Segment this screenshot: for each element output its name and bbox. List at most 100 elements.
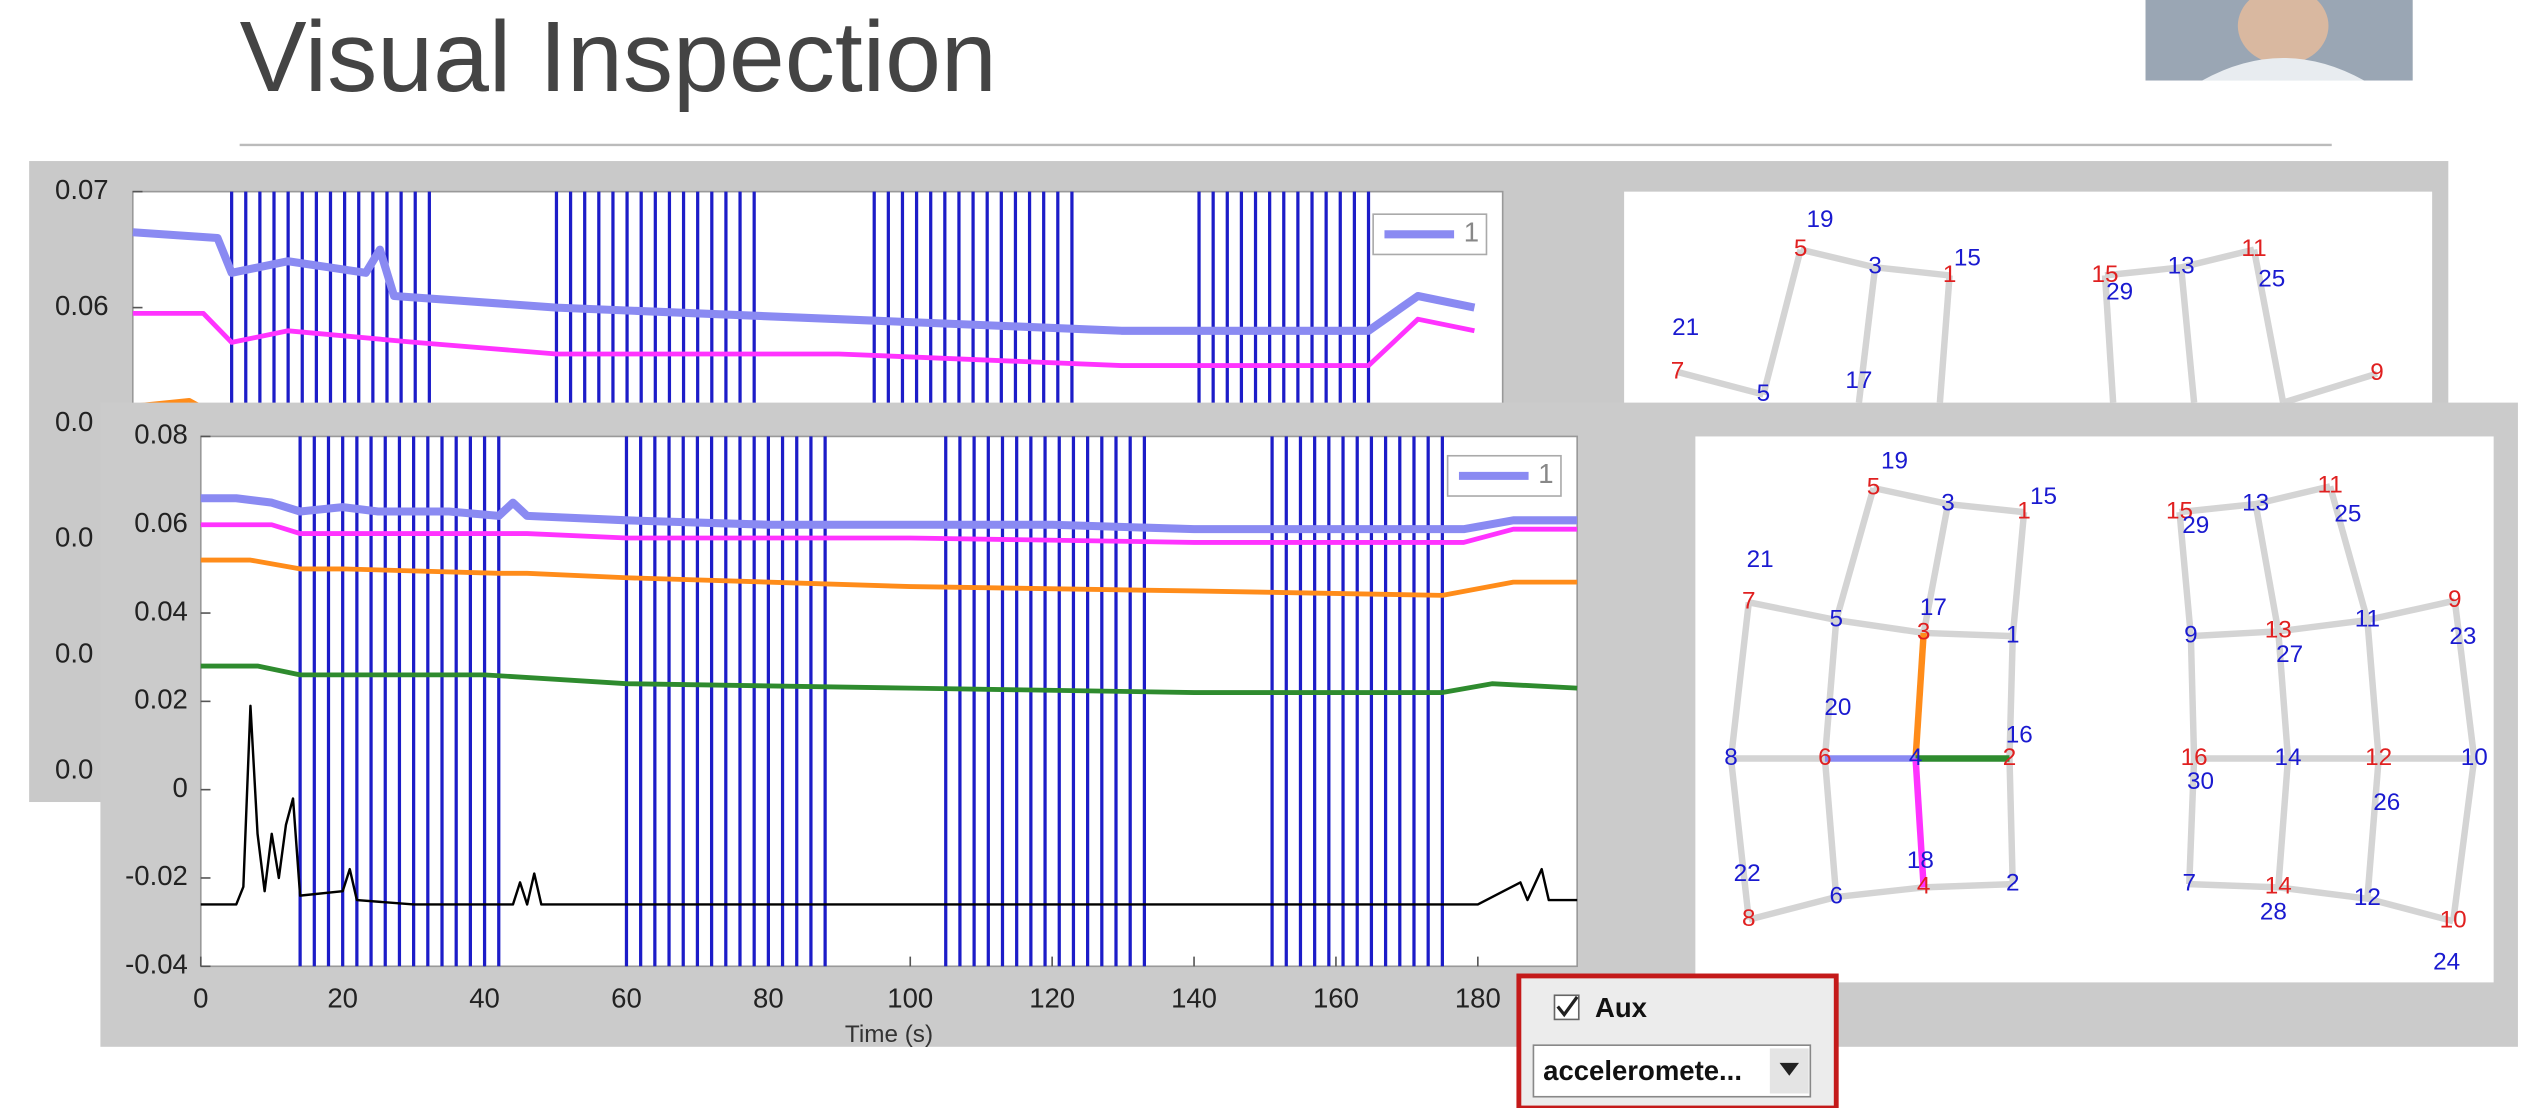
y-tick-label: 0.0 [55, 406, 93, 437]
sensor-label: 24 [2433, 948, 2460, 975]
map-edge [2176, 511, 2198, 885]
sensor-label: 17 [1845, 367, 1872, 394]
channel-dropdown[interactable] [1532, 1044, 1812, 1098]
sensor-label: 9 [2448, 586, 2462, 613]
y-tick-label: 0.08 [134, 419, 188, 450]
map-edge [1936, 275, 1953, 403]
sensor-label: 21 [1747, 546, 1774, 573]
sensor-label: 1 [2017, 498, 2031, 525]
sensor-label: 27 [2276, 641, 2303, 668]
map-edge [2250, 249, 2287, 404]
sensor-label: 9 [2184, 622, 2198, 649]
front-window: -0.04 -0.02 0 0.02 0.04 0.06 0.08 0 20 40 60 80 100 1… [100, 402, 2518, 1048]
sensor-label: 28 [2260, 899, 2287, 926]
sensor-label: 13 [2242, 490, 2269, 517]
series-line [132, 228, 1476, 335]
sensor-label: 14 [2275, 744, 2302, 771]
sensor-label: 5 [1794, 235, 1808, 262]
sensor-label: 15 [2092, 261, 2119, 288]
y-tick-label: 0.07 [55, 174, 109, 205]
legend-label: 1 [1464, 217, 1479, 248]
aux-controls: Aux acceleromete... [1516, 973, 1839, 1108]
x-tick-label: 20 [327, 982, 358, 1013]
aux-label: Aux [1595, 992, 1648, 1023]
sensor-label: 1 [1943, 261, 1957, 288]
sensor-label: 26 [2373, 789, 2400, 816]
sensor-label: 7 [1671, 357, 1685, 384]
sensor-label: 20 [1824, 694, 1851, 721]
x-tick-label: 160 [1313, 982, 1359, 1013]
dropdown-arrow [1779, 1062, 1799, 1076]
check-mark [1556, 995, 1579, 1018]
sensor-label: 30 [2187, 768, 2214, 795]
y-tick-label: -0.02 [125, 860, 188, 891]
y-tick-label: 0.02 [134, 684, 188, 715]
series-line [132, 310, 1475, 368]
sensor-label: 12 [2365, 744, 2392, 771]
x-tick-label: 140 [1171, 982, 1217, 1013]
sensor-label: 5 [1829, 605, 1843, 632]
sensor-label: 17 [1920, 594, 1947, 621]
sensor-label: 21 [1672, 314, 1699, 341]
sensor-label: 15 [2166, 498, 2193, 525]
channel-edge [1912, 758, 1927, 888]
y-tick-label: 0 [173, 772, 188, 803]
map-edge [1747, 880, 2013, 923]
sensor-label: 19 [1807, 206, 1834, 233]
webcam-face [2237, 0, 2329, 65]
x-tick-label: 40 [469, 982, 500, 1013]
sensor-label: 5 [1867, 473, 1881, 500]
sensor-label: 12 [2354, 884, 2381, 911]
map-edge [2449, 600, 2478, 922]
sensor-label: 23 [2449, 623, 2476, 650]
sensor-label: 10 [2461, 744, 2488, 771]
sensor-label: 29 [2182, 512, 2209, 539]
map-edge [1748, 599, 2013, 640]
sensor-label: 15 [1954, 245, 1981, 272]
sensor-label: 7 [1742, 588, 1756, 615]
y-tick-label: 0.0 [55, 638, 93, 669]
map-edge [1676, 368, 1765, 398]
map-edge [1920, 503, 1952, 634]
sensor-label: 22 [1734, 860, 1761, 887]
y-tick-label: 0.06 [134, 507, 188, 538]
legend-label: 1 [1538, 458, 1553, 489]
sensor-label: 11 [2318, 472, 2343, 499]
y-tick-label: 0.0 [55, 754, 93, 785]
sensor-label: 2 [2006, 870, 2020, 897]
channel-edge [1912, 632, 1927, 759]
series-line [200, 557, 1578, 598]
map-edge [1727, 601, 1753, 920]
sensor-label: 3 [1917, 618, 1931, 645]
sensor-label: 5 [1757, 380, 1771, 407]
sensor-label: 6 [1829, 882, 1843, 909]
map-edge [2190, 597, 2456, 640]
y-tick-label: 0.06 [55, 290, 109, 321]
sensor-label: 1 [2006, 622, 2020, 649]
sensor-label: 13 [2265, 617, 2292, 644]
series-line [200, 663, 1578, 695]
sensor-label: 8 [1742, 905, 1756, 932]
series-line [200, 494, 1578, 534]
sensor-label: 7 [2182, 870, 2196, 897]
series-line [200, 522, 1578, 545]
series-line [200, 704, 1578, 906]
map-edge [2252, 503, 2292, 888]
x-tick-label: 100 [887, 982, 933, 1013]
sensor-label: 3 [1941, 490, 1955, 517]
slide-title: Visual Inspection [240, 1, 997, 113]
sensor-label: 18 [1907, 847, 1934, 874]
x-tick-label: 180 [1455, 982, 1501, 1013]
map-edge [2006, 511, 2028, 885]
webcam [2145, 0, 2413, 81]
map-edge [2326, 485, 2382, 899]
sensor-label: 8 [1724, 744, 1738, 771]
map-edge [1855, 266, 1879, 403]
dropdown-value: acceleromete... [1543, 1055, 1742, 1086]
sensor-label: 25 [2258, 266, 2285, 293]
map-edge [2282, 370, 2379, 406]
sensor-label: 9 [2370, 359, 2384, 386]
sensor-label: 14 [2265, 873, 2292, 900]
sensor-label: 11 [2241, 235, 2266, 262]
